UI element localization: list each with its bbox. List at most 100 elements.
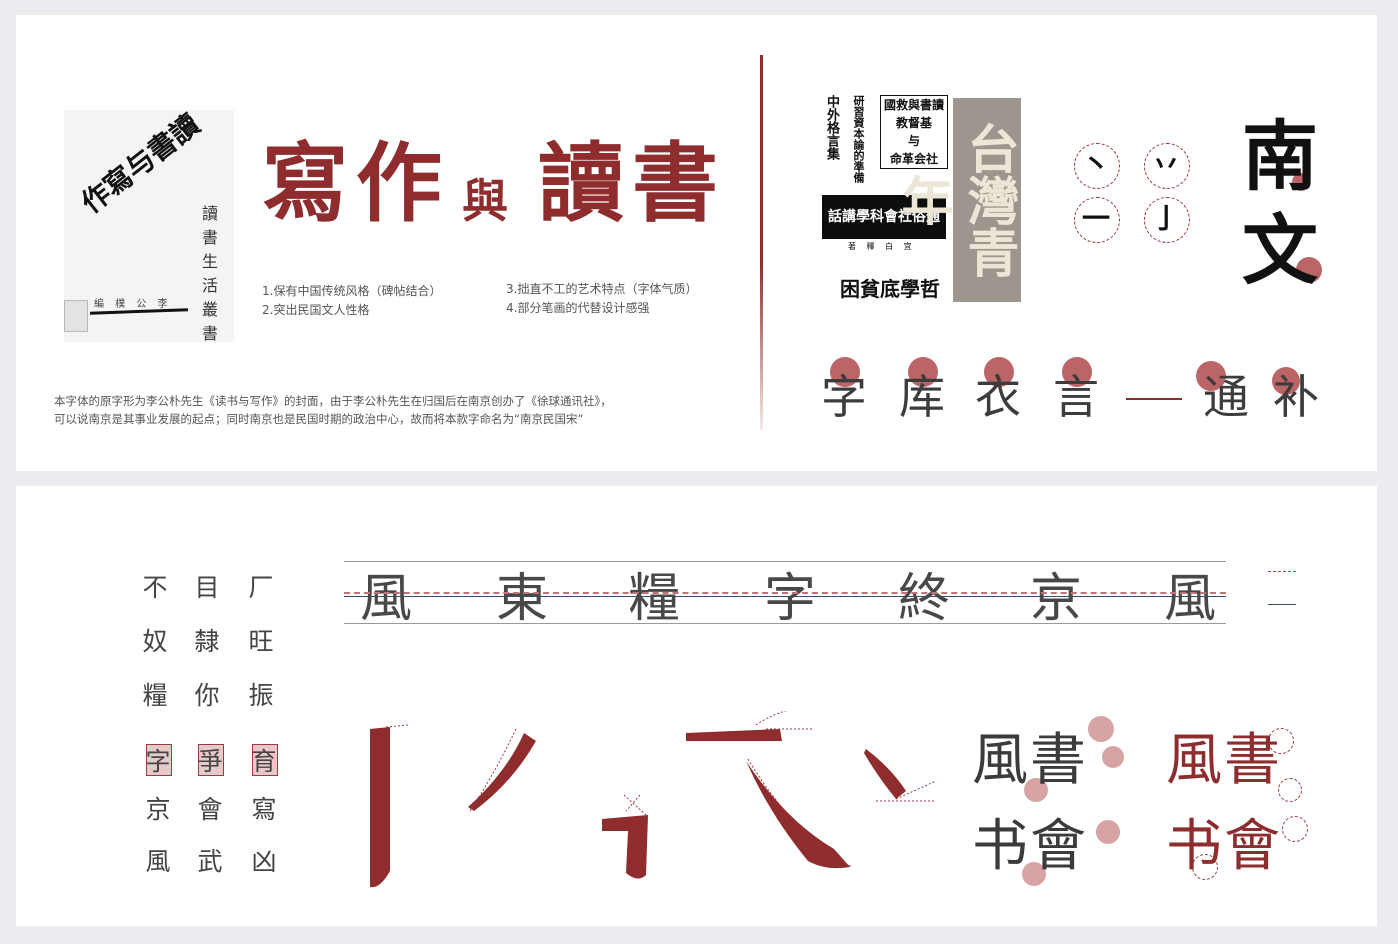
guide-char-4: 字 [763,569,816,629]
clipping-box: 國救與書讀 教督基 与 命革会社 [880,95,948,169]
grid-char: 振 [248,681,274,710]
big-char-2: 文 [1242,206,1318,295]
guide-char-5: 終 [897,569,950,629]
clipping-vertical-2: 研習資本論的準備 [852,95,865,183]
cover-seal [64,300,88,332]
top-panel: 作寫与書讀 讀書生活叢書 編 樸 公 李 寫作 與 讀書 1.保有中国传统风格（… [16,15,1377,471]
dash-separator [1126,398,1182,400]
stroke-fragment-1: 丶 [1081,148,1110,181]
grid-char: 目 [194,573,220,602]
accent-dot [1196,361,1226,391]
grid-char: 爭 [197,747,223,776]
clipping-grey-plate: 台灣青年 [892,98,1021,302]
divider [760,55,763,430]
headline-right: 讀書 [538,133,726,234]
grid-char: 寫 [251,795,277,824]
row-char-3: 衣 [975,370,1021,424]
cover-title: 作寫与書讀 [75,107,206,220]
highlight-box [146,744,172,776]
stroke-ring [1268,728,1294,754]
highlight-box [198,744,224,776]
cover-vertical-text: 讀書生活叢書 [201,204,218,343]
stroke-ring-1 [1074,143,1120,189]
grid-char: 隸 [194,627,220,656]
clipping-box-line-1: 教督基 [895,116,932,130]
clipping-box-line-2: 与 [907,134,920,148]
clipping-black-bar: 話講學科會社俗通 [822,195,946,239]
feature-2: 2.突出民国文人性格 [262,303,370,317]
dot-stroke-shape [864,749,906,799]
grid-char: 京 [145,795,171,824]
row-char-2: 库 [899,370,945,424]
accent-dot [908,357,938,387]
grid-char: 育 [251,747,277,776]
sample-red-line-1: 風書 [1166,728,1282,793]
grid-char: 會 [197,795,223,824]
grid-char: 糧 [142,681,168,710]
accent-dot [1296,257,1322,283]
grid-char: 奴 [142,627,168,656]
guide-top [344,561,1226,562]
grid-char: 武 [197,847,223,876]
clipping-box-title: 國救與書讀 [883,98,944,112]
accent-dot [984,357,1014,387]
grid-char: 厂 [248,573,274,602]
clipping-bottom: 困貧底學哲 [840,277,940,301]
hook-stroke-shape [602,815,648,879]
headline-left: 寫作 [262,133,450,234]
horizontal-stroke-shape [686,729,782,741]
accent-dot [1096,820,1120,844]
description-line-1: 本字体的原字形为李公朴先生《读书与写作》的封面，由于李公朴先生在归国后在南京创办… [54,394,612,408]
accent-dot [1088,716,1114,742]
grid-char: 不 [142,573,168,602]
stroke-ring [1192,854,1218,880]
guide-char-7: 風 [1163,569,1216,629]
stroke-fragment-4: 亅 [1151,202,1180,235]
baseline-blue [344,596,1226,597]
grid-char: 風 [145,847,171,876]
grid-char: 凶 [251,847,277,876]
row-char-1: 字 [821,370,867,424]
stroke-shapes-svg [370,711,936,888]
feature-4: 4.部分笔画的代替设计感强 [506,301,650,315]
guide-char-2: 東 [495,569,548,629]
headline-mid: 與 [462,174,508,228]
guide-char-6: 京 [1029,569,1082,629]
accent-dot [1292,173,1310,191]
accent-dot [1022,862,1046,886]
row-char-6: 补 [1273,370,1319,424]
legend-dashed [1268,571,1296,572]
vertical-stroke-shape [370,727,390,888]
sample-red-line-2: 书會 [1166,814,1282,879]
legend-solid [1268,604,1296,605]
grid-char: 你 [194,681,220,710]
stroke-ring-2 [1144,143,1190,189]
accent-dot [1024,778,1048,802]
stroke-ring-4 [1144,197,1190,243]
row-char-4: 言 [1053,370,1099,424]
stroke-ring [1282,816,1308,842]
stroke-fragment-3: 一 [1081,202,1110,235]
guide-char-3: 糧 [627,569,680,629]
guide-dashed-red [344,592,1226,594]
accent-dot [1062,357,1092,387]
guide-char-1: 風 [359,569,412,629]
clipping-vertical-1: 中外格言集 [824,95,839,160]
grid-char: 字 [145,747,171,776]
stroke-ring [1278,778,1302,802]
highlight-box [252,744,278,776]
stroke-fragment-2: 丷 [1151,148,1180,181]
accent-dot [1102,746,1124,768]
grid-char: 旺 [248,627,274,656]
sample-dark-line-1: 風書 [972,728,1088,793]
stroke-ring-3 [1074,197,1120,243]
description-line-2: 可以说南京是其事业发展的起点；同时南京也是民国时期的政治中心，故而将本款字命名为… [54,412,584,426]
accent-dot [830,357,860,387]
clipping-bar-caption: 著 釋 白 宜 [848,242,916,251]
book-cover-image: 作寫与書讀 讀書生活叢書 編 樸 公 李 [64,108,234,343]
feature-1: 1.保有中国传统风格（碑帖结合） [262,284,442,298]
guide-bottom [344,623,1226,624]
accent-dot [1272,367,1300,395]
clipping-box-line-3: 命革会社 [889,152,938,166]
sample-dark-line-2: 书會 [972,814,1088,879]
